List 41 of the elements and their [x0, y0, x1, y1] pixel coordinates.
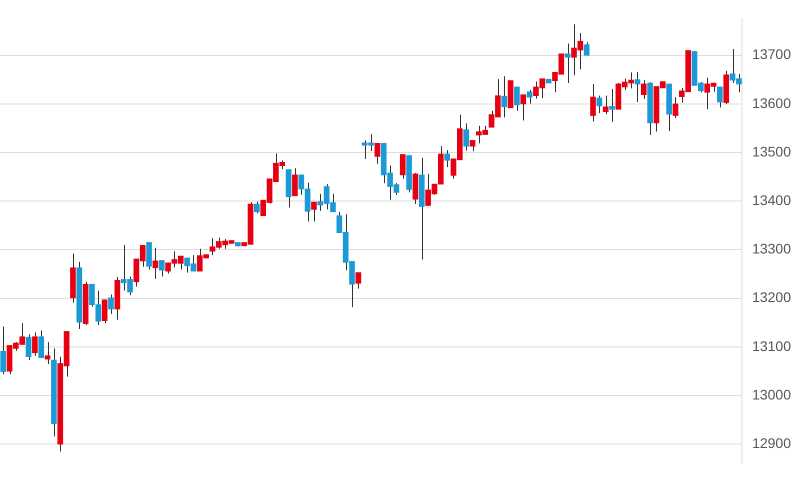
candlestick: [501, 76, 508, 118]
candlestick: [356, 272, 362, 290]
candlestick: [38, 330, 44, 359]
candlestick: [463, 122, 469, 152]
y-tick-label: 13100: [752, 338, 792, 354]
candlestick: [526, 89, 532, 104]
candlestick: [520, 94, 526, 121]
y-tick-label: 13700: [752, 46, 792, 62]
candlestick: [634, 71, 640, 102]
y-tick-label: 13300: [752, 240, 792, 257]
candlestick: [311, 202, 317, 222]
y-tick-label: 12900: [752, 435, 792, 452]
candlestick: [470, 140, 476, 152]
candlestick: [254, 201, 260, 214]
candlestick: [108, 294, 114, 314]
candlestick: [640, 80, 647, 100]
candlestick: [564, 43, 570, 84]
candlestick: [590, 84, 596, 122]
candlestick: [32, 332, 38, 356]
candlestick: [44, 342, 50, 364]
y-tick-label: 13200: [752, 289, 792, 306]
candlestick: [400, 154, 406, 180]
candlestick: [672, 96, 678, 119]
candlestick: [584, 42, 590, 56]
candlestick: [596, 95, 602, 114]
y-tick-label: 13000: [752, 386, 792, 402]
candlestick: [26, 334, 32, 361]
candlestick: [158, 260, 165, 277]
candlestick: [602, 95, 609, 115]
y-tick-label: 13600: [752, 94, 792, 111]
candlestick: [374, 142, 380, 164]
candlestick: [0, 326, 6, 375]
candlestick: [444, 150, 450, 168]
y-tick-label: 13400: [752, 192, 792, 208]
candlestick: [514, 86, 520, 112]
candlestick: [102, 299, 108, 324]
candlestick: [292, 168, 298, 196]
candlestick: [717, 86, 723, 108]
y-tick-label: 13500: [752, 143, 792, 160]
candlestick: [152, 247, 158, 280]
candlestick: [609, 88, 615, 122]
